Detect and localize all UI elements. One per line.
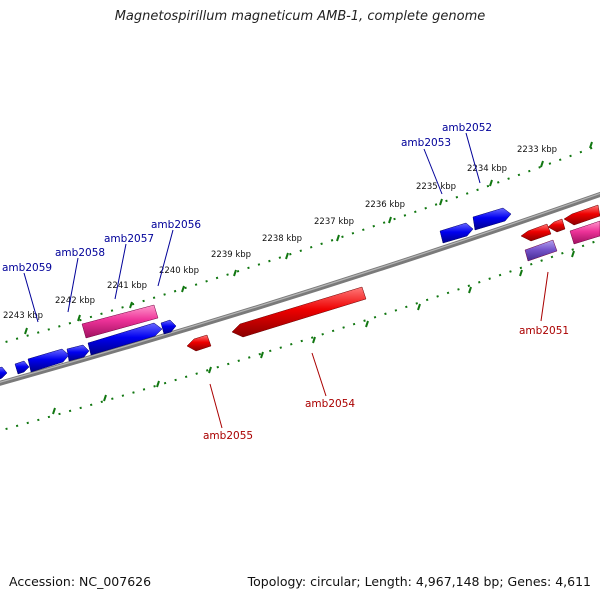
gene-arrow[interactable] bbox=[66, 344, 90, 362]
leader-amb2057 bbox=[114, 243, 127, 300]
feature-pink[interactable] bbox=[81, 304, 159, 339]
scale-tick-label: 2238 kbp bbox=[262, 234, 302, 244]
scale-tick-label: 2241 kbp bbox=[107, 281, 147, 291]
gene-arrow[interactable] bbox=[0, 366, 8, 380]
forward-genes bbox=[0, 207, 512, 380]
gene-label-amb2057[interactable]: amb2057 bbox=[104, 233, 154, 245]
leader-amb2058 bbox=[67, 257, 79, 313]
genome-summary-text: Topology: circular; Length: 4,967,148 bp… bbox=[247, 574, 591, 589]
other-features bbox=[81, 220, 600, 339]
leader-amb2056 bbox=[157, 229, 174, 287]
scale-tick-label: 2235 kbp bbox=[416, 182, 456, 192]
tick-mark bbox=[260, 351, 264, 359]
tick-mark bbox=[589, 141, 593, 149]
leader-amb2055 bbox=[209, 383, 223, 429]
tick-mark bbox=[468, 286, 472, 294]
reverse-genes bbox=[186, 204, 600, 352]
tick-mark bbox=[489, 179, 493, 187]
gene-arrow-amb2054[interactable] bbox=[231, 286, 367, 338]
tick-mark bbox=[77, 314, 81, 322]
leader-amb2053 bbox=[423, 148, 443, 195]
tick-mark bbox=[233, 269, 237, 277]
gene-label-amb2058[interactable]: amb2058 bbox=[55, 247, 105, 259]
gene-arrow[interactable] bbox=[547, 218, 566, 233]
gene-arrow[interactable] bbox=[27, 348, 70, 373]
tick-mark bbox=[52, 407, 56, 415]
gene-label-amb2059[interactable]: amb2059 bbox=[2, 262, 52, 274]
tick-mark bbox=[519, 269, 523, 277]
gene-arrow[interactable] bbox=[14, 360, 30, 375]
tick-mark bbox=[24, 327, 28, 335]
gene-arrow-amb2055[interactable] bbox=[186, 334, 212, 352]
inner-major-ticks bbox=[52, 250, 575, 415]
tick-mark bbox=[439, 198, 443, 206]
map-title: Magnetospirillum magneticum AMB-1, compl… bbox=[114, 9, 486, 24]
scale-tick-label: 2243 kbp bbox=[3, 311, 43, 321]
gene-label-amb2051[interactable]: amb2051 bbox=[519, 325, 569, 337]
scale-tick-label: 2233 kbp bbox=[517, 145, 557, 155]
tick-mark bbox=[388, 216, 392, 224]
tick-mark bbox=[156, 380, 160, 388]
genome-backbone bbox=[0, 191, 600, 386]
gene-label-amb2055[interactable]: amb2055 bbox=[203, 430, 253, 442]
gene-arrow[interactable] bbox=[520, 223, 552, 242]
scale-tick-label: 2237 kbp bbox=[314, 217, 354, 227]
gene-arrow-amb2052[interactable] bbox=[472, 207, 512, 231]
tick-mark bbox=[571, 250, 575, 258]
genome-backbone-highlight bbox=[0, 192, 600, 383]
tick-mark bbox=[208, 366, 212, 374]
gene-arrow[interactable] bbox=[87, 322, 163, 356]
gene-label-amb2054[interactable]: amb2054 bbox=[305, 398, 355, 410]
gene-arrow-amb2053[interactable] bbox=[439, 222, 474, 244]
gene-label-amb2052[interactable]: amb2052 bbox=[442, 122, 492, 134]
tick-mark bbox=[365, 320, 369, 328]
feature-pink[interactable] bbox=[569, 220, 600, 245]
scale-tick-label: 2240 kbp bbox=[159, 266, 199, 276]
feature-purple[interactable] bbox=[524, 239, 558, 262]
gene-label-amb2056[interactable]: amb2056 bbox=[151, 219, 201, 231]
leader-amb2054 bbox=[311, 352, 327, 397]
tick-mark bbox=[312, 336, 316, 344]
scale-tick-label: 2242 kbp bbox=[55, 296, 95, 306]
outer-scale-track bbox=[0, 143, 600, 345]
scale-tick-label: 2234 kbp bbox=[467, 164, 507, 174]
tick-mark bbox=[540, 160, 544, 168]
leader-amb2051 bbox=[540, 271, 549, 322]
tick-mark bbox=[181, 285, 185, 293]
accession-text: Accession: NC_007626 bbox=[9, 574, 152, 589]
outer-major-ticks bbox=[24, 141, 593, 335]
tick-mark bbox=[103, 394, 107, 402]
tick-mark bbox=[336, 234, 340, 242]
gene-arrow[interactable] bbox=[160, 319, 177, 335]
scale-tick-label: 2239 kbp bbox=[211, 250, 251, 260]
leader-amb2052 bbox=[465, 132, 481, 184]
inner-scale-track bbox=[0, 238, 600, 432]
tick-mark bbox=[285, 252, 289, 260]
tick-mark bbox=[417, 303, 421, 311]
label-leaders bbox=[23, 132, 549, 429]
scale-tick-label: 2236 kbp bbox=[365, 200, 405, 210]
leader-amb2059 bbox=[23, 272, 39, 323]
gene-arrow[interactable] bbox=[563, 204, 600, 226]
tick-mark bbox=[129, 301, 133, 309]
gene-label-amb2053[interactable]: amb2053 bbox=[401, 137, 451, 149]
